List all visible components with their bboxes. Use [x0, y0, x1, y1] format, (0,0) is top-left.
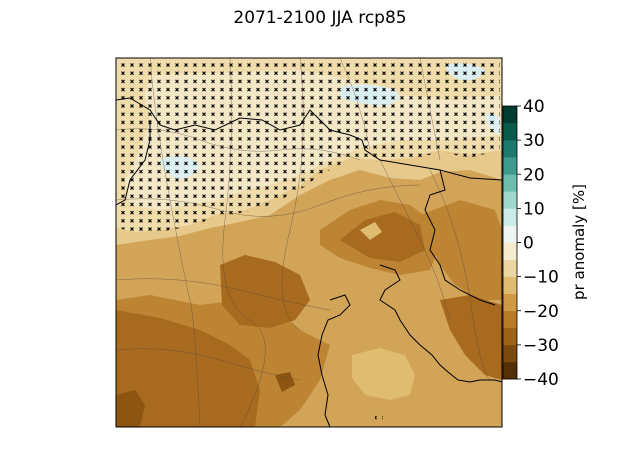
- colorbar-tick-label: 40: [523, 97, 545, 117]
- significance-stippling: [120, 62, 500, 232]
- anomaly-zone-darkest: [116, 390, 145, 427]
- colorbar-tick-label: −10: [523, 268, 559, 288]
- colorbar-swatch: [503, 310, 517, 329]
- colorbar: 40 30 20 10 0 −10 −20 −30 −40: [502, 97, 559, 390]
- colorbar-swatch: [503, 208, 517, 226]
- colorbar-swatch: [503, 191, 517, 209]
- anomaly-zone-darker: [340, 212, 425, 262]
- country-borders: [116, 97, 502, 427]
- colorbar-swatch: [503, 123, 517, 141]
- region-borders: [116, 58, 491, 427]
- map-frame: [115, 57, 503, 428]
- colorbar-swatch: [503, 327, 517, 346]
- colorbar-swatch: [503, 293, 517, 312]
- colorbar-tick-label: 20: [523, 165, 545, 185]
- colorbar-swatch: [503, 361, 517, 380]
- colorbar-label: pr anomaly [%]: [570, 184, 588, 300]
- map-title: 2071-2100 JJA rcp85: [233, 8, 407, 28]
- colorbar-tick-label: −20: [523, 302, 559, 322]
- colorbar-swatch: [503, 276, 517, 294]
- precipitation-anomaly-field: [116, 58, 502, 427]
- anomaly-zone-light: [352, 348, 415, 400]
- colorbar-swatch: [503, 140, 517, 158]
- colorbar-tick-label: −30: [523, 336, 559, 356]
- anomaly-zone-darker: [440, 295, 502, 380]
- colorbar-swatch: [503, 157, 517, 175]
- colorbar-swatch: [503, 174, 517, 192]
- colorbar-swatch: [503, 344, 517, 363]
- colorbar-swatch: [503, 259, 517, 277]
- colorbar-swatch: [503, 242, 517, 260]
- colorbar-tick-label: −40: [523, 370, 559, 390]
- anomaly-zone-darker: [116, 310, 260, 427]
- anomaly-zone-dark: [420, 200, 502, 300]
- colorbar-tick-label: 0: [523, 234, 534, 254]
- anomaly-zone-darkest: [275, 372, 295, 392]
- anomaly-zone-darker: [220, 255, 310, 328]
- colorbar-tick-label: 30: [523, 131, 545, 151]
- colorbar-swatch: [503, 225, 517, 243]
- anomaly-zone-light: [360, 222, 382, 240]
- colorbar-swatch: [503, 106, 517, 124]
- colorbar-tick-label: 10: [523, 199, 545, 219]
- significance-stippling: [375, 412, 383, 420]
